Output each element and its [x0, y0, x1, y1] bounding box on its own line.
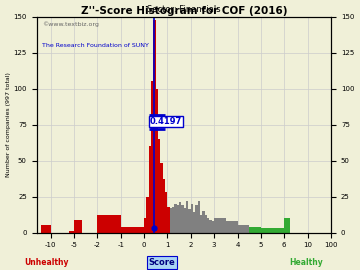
Bar	[161, 163, 163, 232]
Text: Unhealthy: Unhealthy	[24, 258, 69, 267]
Bar	[147, 197, 149, 232]
Bar	[144, 218, 147, 232]
Bar	[158, 139, 161, 232]
Bar	[97, 215, 121, 232]
Bar	[165, 192, 167, 232]
Bar	[153, 19, 156, 232]
Text: The Research Foundation of SUNY: The Research Foundation of SUNY	[42, 43, 149, 48]
Bar	[210, 220, 212, 232]
Bar	[170, 208, 172, 232]
Bar	[184, 208, 186, 232]
Bar	[167, 207, 170, 232]
Bar	[174, 204, 177, 232]
Bar	[41, 225, 50, 232]
Bar	[200, 215, 202, 232]
Bar	[261, 228, 284, 232]
Bar	[181, 205, 184, 232]
Text: Score: Score	[149, 258, 175, 267]
Bar	[198, 201, 200, 232]
Bar	[156, 89, 158, 232]
Text: ©www.textbiz.org: ©www.textbiz.org	[42, 21, 99, 26]
Bar	[195, 205, 198, 232]
Text: 0.4197: 0.4197	[150, 117, 182, 126]
Text: Sector: Financials: Sector: Financials	[147, 5, 221, 15]
Bar	[69, 231, 74, 232]
Bar	[179, 202, 181, 232]
Bar	[205, 215, 207, 232]
Y-axis label: Number of companies (997 total): Number of companies (997 total)	[5, 72, 10, 177]
Bar	[193, 212, 195, 232]
Bar	[207, 218, 210, 232]
Bar	[238, 225, 249, 232]
Bar	[249, 227, 261, 232]
Bar	[284, 218, 290, 232]
Bar	[186, 201, 188, 232]
Bar	[151, 81, 153, 232]
Bar	[163, 179, 165, 232]
Bar	[212, 221, 214, 232]
Bar	[149, 146, 151, 232]
Text: Healthy: Healthy	[289, 258, 323, 267]
Bar	[214, 218, 226, 232]
Bar	[172, 207, 174, 232]
Title: Z''-Score Histogram for COF (2016): Z''-Score Histogram for COF (2016)	[81, 6, 287, 16]
Bar	[226, 221, 238, 232]
Bar	[177, 205, 179, 232]
Bar	[188, 210, 191, 232]
Bar	[74, 220, 82, 232]
Bar	[202, 211, 205, 232]
Bar	[121, 227, 144, 232]
Bar	[191, 204, 193, 232]
